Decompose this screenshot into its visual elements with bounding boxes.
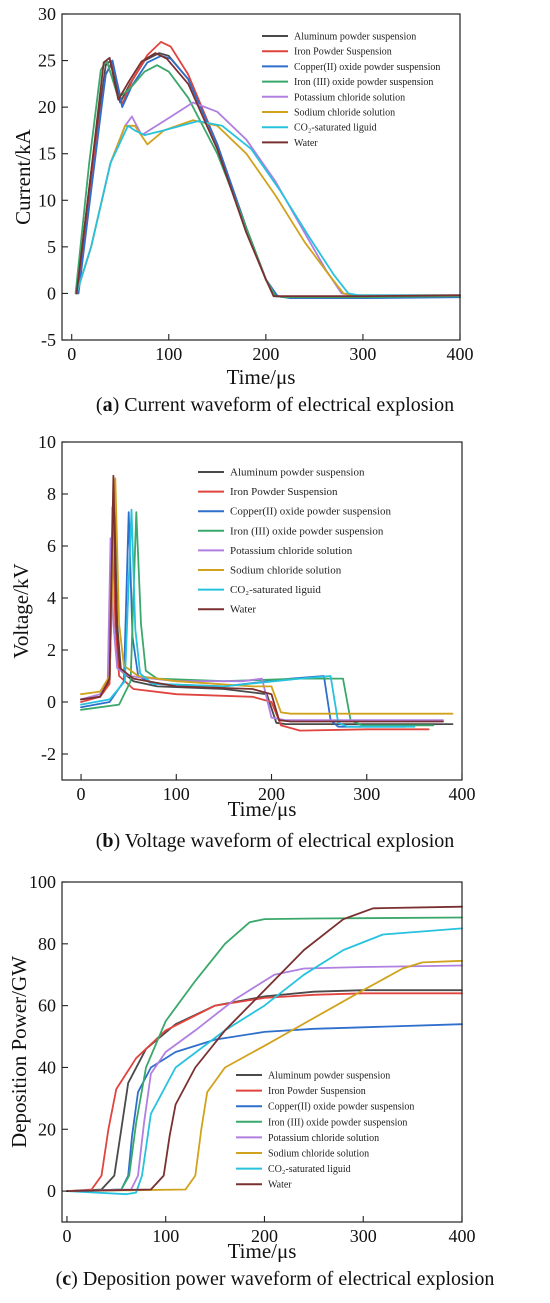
series-line-0 [66, 989, 463, 1192]
y-tick-label: 5 [47, 237, 56, 257]
y-tick-label: 80 [38, 934, 56, 954]
legend-entry: Sodium chloride solution [294, 108, 395, 119]
x-tick-label: 200 [251, 1226, 278, 1246]
x-tick-label: 100 [152, 1226, 179, 1246]
y-tick-label: 10 [38, 190, 56, 210]
x-tick-label: 100 [163, 784, 190, 804]
y-tick-label: 6 [47, 536, 56, 556]
x-tick-label: 0 [77, 784, 86, 804]
y-axis-label: Current/kA [11, 128, 35, 224]
panel-current: 0 100 200 300 400 -5 0 5 10 15 20 25 30 Time/μs Curren… [0, 0, 550, 430]
x-axis-label: Time/μs [228, 797, 297, 820]
x-axis-label: Time/μs [227, 365, 296, 389]
y-tick-label: 4 [47, 588, 56, 608]
y-tick-label: 20 [38, 1119, 56, 1139]
series-line-5 [66, 959, 463, 1192]
legend-entry: Copper(II) oxide powder suspension [268, 1102, 414, 1113]
plot-frame [61, 441, 463, 781]
x-tick-label: 200 [258, 784, 285, 804]
legend-entry: Iron Powder Suspension [268, 1086, 366, 1097]
series-line-6 [80, 508, 416, 728]
x-axis-label: Time/μs [228, 1239, 297, 1262]
x-tick-label: 100 [155, 344, 182, 364]
legend-entry: Water [294, 138, 318, 149]
deposition-power-chart: 0 100 200 300 400 0 20 40 60 80 100 Time/μs Depositi… [7, 872, 476, 1262]
series-line-7 [80, 474, 444, 723]
y-tick-label: 8 [47, 484, 56, 504]
y-tick-label: 0 [47, 1181, 56, 1201]
legend-entry: CO₂-saturated liguid [268, 1164, 351, 1175]
y-tick-label: 0 [47, 692, 56, 712]
caption-voltage: (b) Voltage waveform of electrical explo… [95, 830, 455, 852]
legend-entry: Copper(II) oxide powder suspension [230, 506, 391, 518]
y-tick-label: 40 [38, 1057, 56, 1077]
caption-text: ) Deposition power waveform of electrica… [71, 1268, 495, 1290]
x-tick-label: 200 [252, 344, 279, 364]
series-line-1 [66, 992, 463, 1192]
caption-letter: a [102, 394, 113, 416]
x-tick-label: 300 [349, 344, 376, 364]
x-tick-label: 400 [449, 1226, 476, 1246]
legend-entry: Water [268, 1180, 292, 1191]
series-line-4 [75, 101, 461, 297]
legend-entry: Sodium chloride solution [230, 565, 342, 577]
voltage-chart: 0 100 200 300 400 -2 0 2 4 6 8 10 Time/μs Voltage/kV A… [9, 432, 476, 820]
x-tick-label: 400 [449, 784, 476, 804]
y-tick-label: 15 [38, 144, 56, 164]
series-line-4 [66, 964, 463, 1192]
legend-entry: Water [230, 604, 256, 616]
legend-entry: Aluminum powder suspension [268, 1071, 390, 1082]
caption-text: ) Voltage waveform of electrical explosi… [113, 830, 455, 852]
plot-frame [61, 13, 461, 341]
legend-entry: Potassium chloride solution [268, 1133, 379, 1144]
series-line-3 [66, 916, 463, 1192]
x-tick-label: 400 [447, 344, 474, 364]
legend-entry: Aluminum powder suspension [230, 467, 365, 479]
legend-entry: Iron (III) oxide powder suspension [230, 525, 384, 537]
caption-letter: b [102, 830, 114, 852]
legend-entry: CO₂-saturated liguid [294, 123, 377, 134]
x-tick-label: 300 [353, 784, 380, 804]
panel-deposition-power: 0 100 200 300 400 0 20 40 60 80 100 Time/μs Depositi… [0, 862, 550, 1303]
caption-text: ) Current waveform of electrical explosi… [112, 394, 455, 416]
legend-entry: Potassium chloride solution [294, 92, 405, 103]
x-tick-label: 0 [62, 1226, 71, 1246]
current-chart: 0 100 200 300 400 -5 0 5 10 15 20 25 30 Time/μs Curren… [11, 4, 474, 389]
legend-entry: CO₂-saturated liguid [230, 584, 321, 596]
series-line-7 [75, 52, 461, 298]
y-tick-label: -2 [41, 744, 56, 764]
y-tick-label: 60 [38, 996, 56, 1016]
panel-voltage: 0 100 200 300 400 -2 0 2 4 6 8 10 Time/μs Voltage/kV A… [0, 430, 550, 862]
y-tick-label: 100 [29, 872, 56, 892]
y-tick-label: 20 [38, 97, 56, 117]
y-tick-label: 2 [47, 640, 56, 660]
x-tick-label: 0 [67, 344, 76, 364]
series-line-6 [66, 927, 463, 1196]
y-axis-label: Deposition Power/GW [7, 956, 31, 1148]
x-tick-label: 300 [350, 1226, 377, 1246]
y-tick-label: 30 [38, 4, 56, 24]
series-line-6 [75, 120, 461, 297]
caption-current: (a) Current waveform of electrical explo… [95, 394, 455, 416]
legend-entry: Iron (III) oxide powder suspension [294, 77, 433, 88]
legend-entry: Aluminum powder suspension [294, 32, 416, 43]
y-axis-label: Voltage/kV [9, 563, 33, 658]
legend-entry: Iron Powder Suspension [230, 486, 338, 498]
series-line-7 [66, 905, 463, 1192]
plot-frame [61, 881, 463, 1223]
legend-entry: Potassium chloride solution [230, 545, 353, 557]
y-tick-label: 25 [38, 51, 56, 71]
y-tick-label: 10 [38, 432, 56, 452]
legend-entry: Copper(II) oxide powder suspension [294, 62, 440, 73]
caption-letter: c [62, 1268, 72, 1290]
series-line-5 [75, 119, 461, 297]
legend-entry: Iron Powder Suspension [294, 47, 392, 58]
y-tick-label: 0 [47, 283, 56, 303]
legend-entry: Iron (III) oxide powder suspension [268, 1117, 407, 1128]
caption-deposition: (c) Deposition power waveform of electri… [55, 1268, 495, 1290]
legend-entry: Sodium chloride solution [268, 1149, 369, 1160]
y-tick-label: -5 [41, 330, 56, 350]
